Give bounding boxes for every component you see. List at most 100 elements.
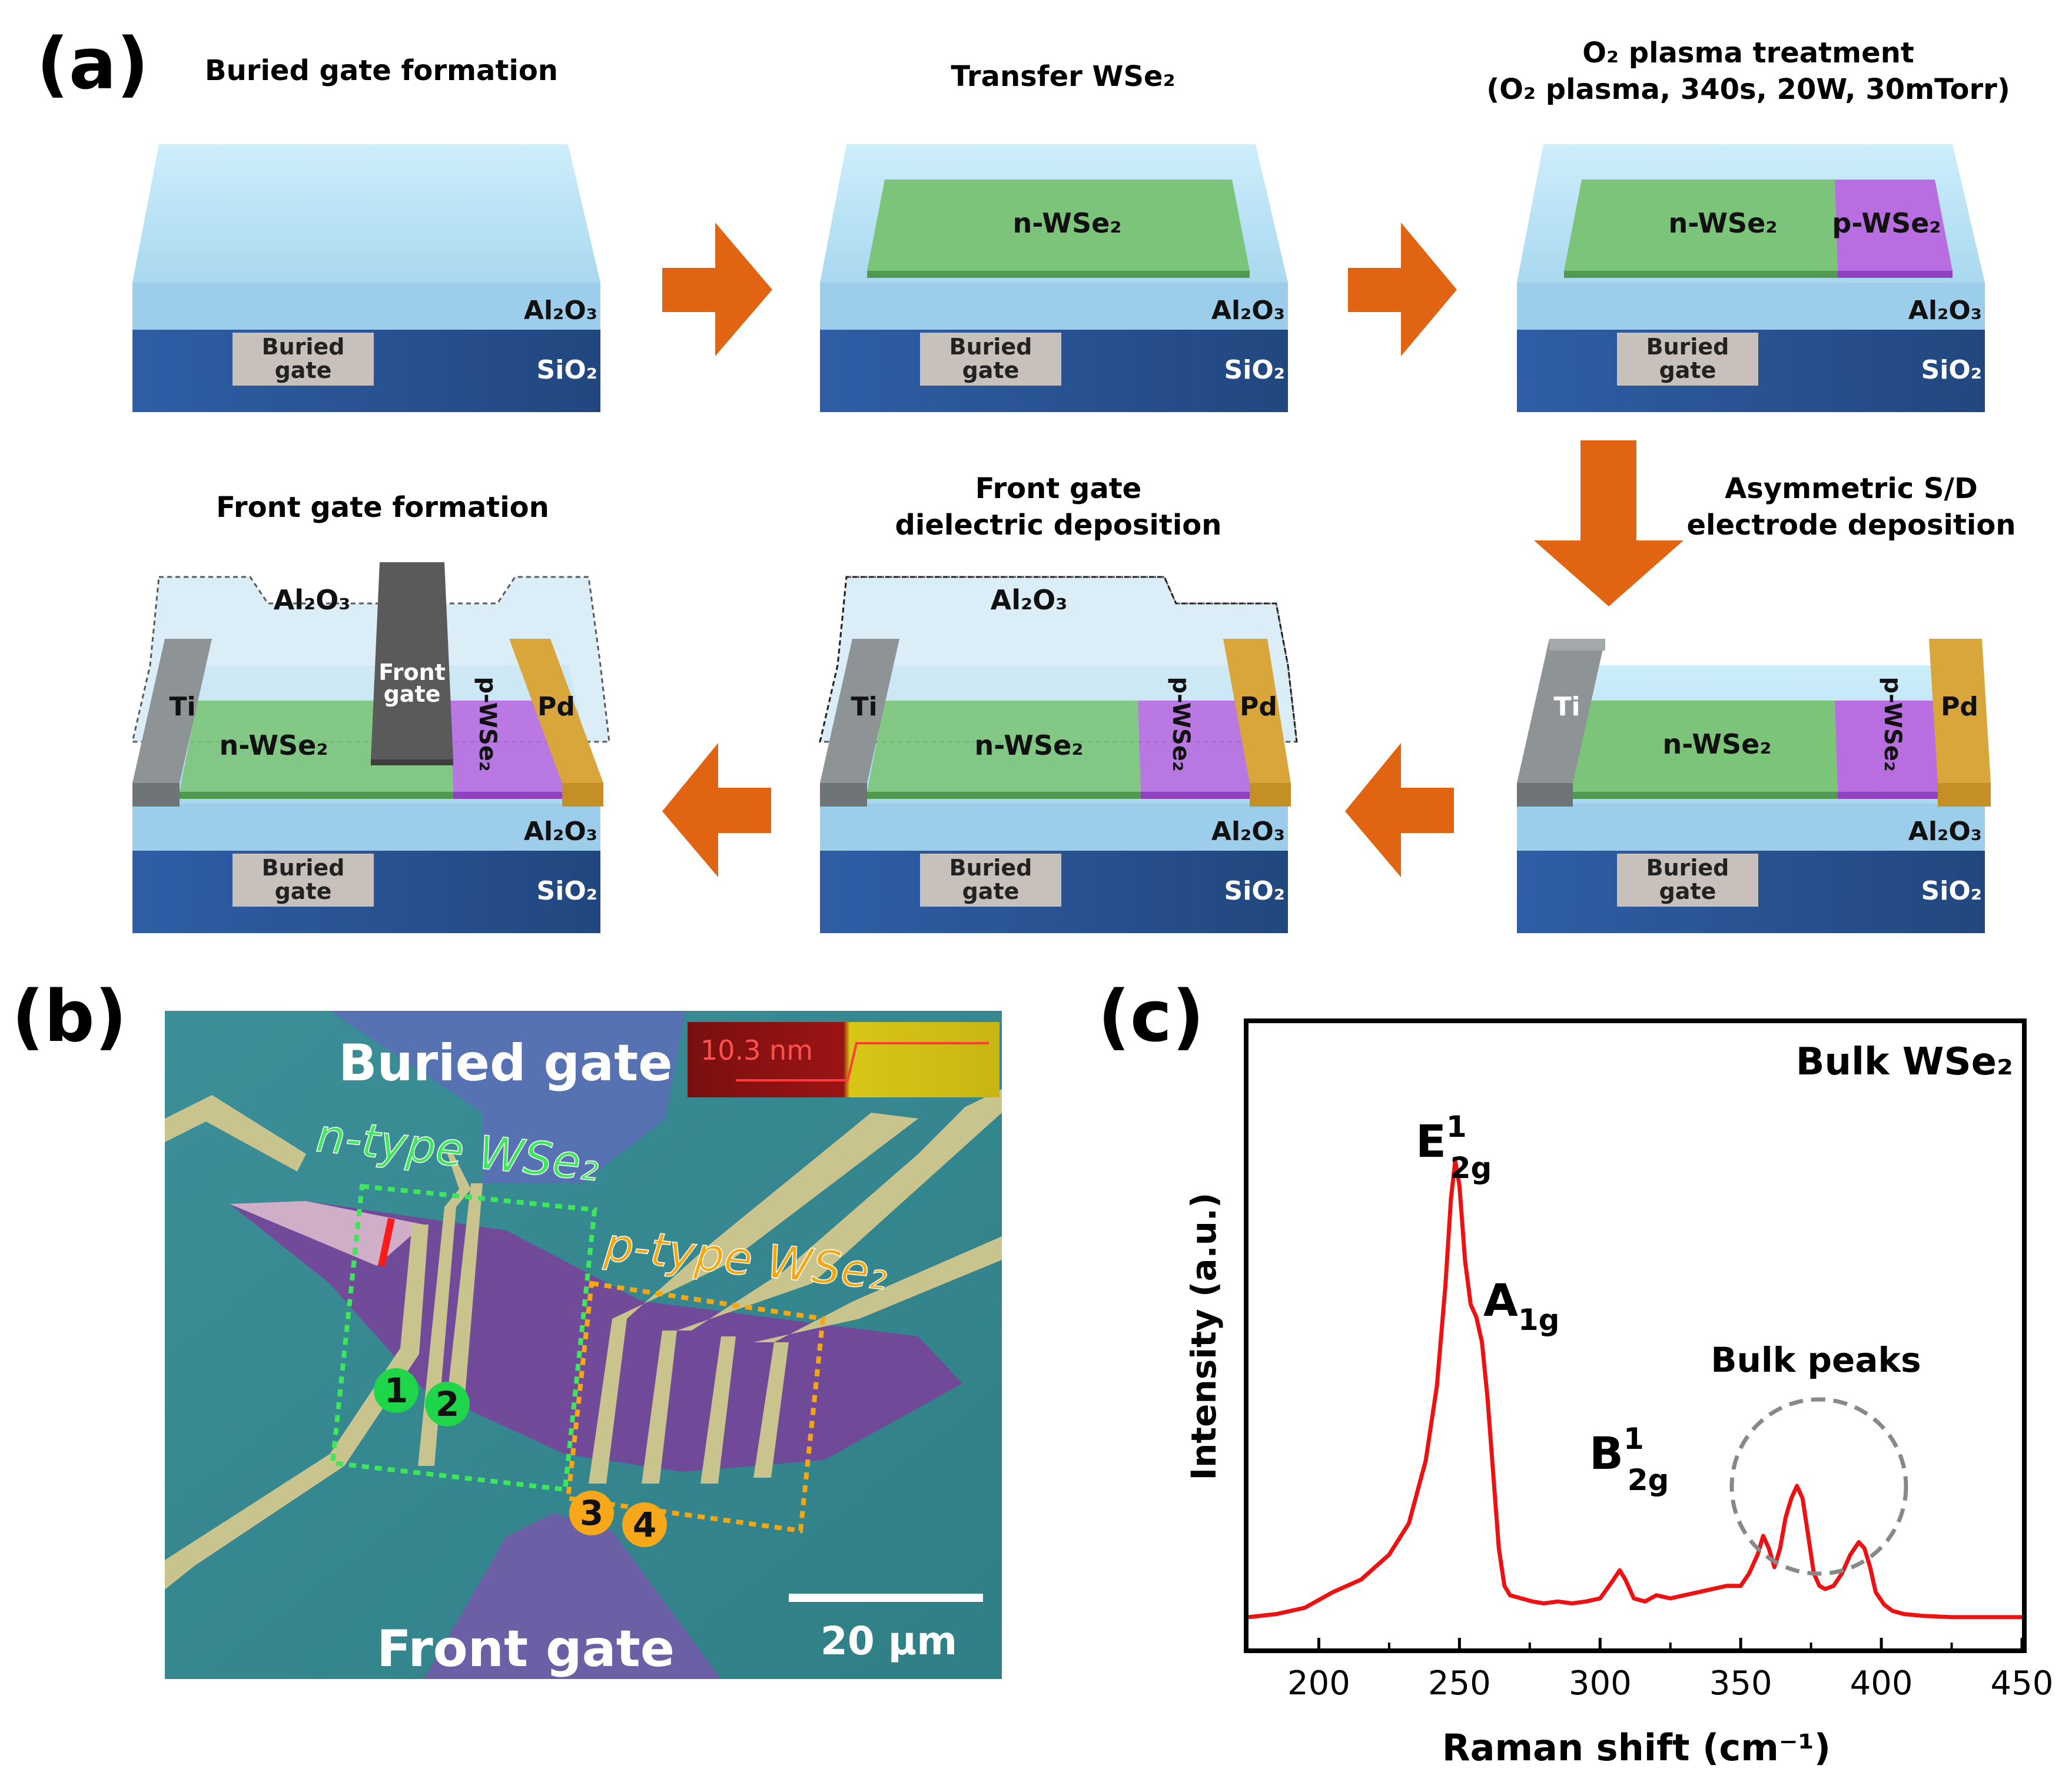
step3-title-2: (O₂ plasma, 340s, 20W, 30mTorr) [1486,73,2010,106]
arrow-4-5 [1345,743,1454,877]
substrate-2: Buried gate Al₂O₃ SiO₂ n-WSe₂ [820,144,1288,412]
bulk-peaks-circle [1729,1397,1908,1576]
scale-bar-label: 20 μm [821,1618,957,1664]
bulk-peaks-label: Bulk peaks [1711,1340,1921,1380]
arrow-3-4 [1534,440,1684,606]
panel-b-label: (b) [12,976,127,1058]
al2o3-label-1: Al₂O₃ [524,296,597,326]
contact-4 [622,1502,667,1547]
pd-label-5: Pd [1240,692,1277,722]
panel-a-label: (a) [36,24,149,105]
step3-title-1: O₂ plasma treatment [1582,37,1914,69]
sio2-label-4: SiO₂ [1921,876,1982,906]
al2o3-label-4: Al₂O₃ [1908,817,1982,847]
contact-2-label: 2 [436,1384,459,1424]
step1-title: Buried gate formation [205,54,558,87]
buried-gate-label-5b: gate [962,878,1020,904]
buried-gate-label-4b: gate [1659,878,1716,904]
ti-label-5: Ti [851,692,877,722]
x-tick-label-1: 250 [1428,1664,1491,1703]
contact-2 [425,1382,470,1426]
n-wse2-label-2: n-WSe₂ [1013,207,1122,239]
x-tick-label-0: 200 [1287,1664,1350,1703]
sio2-label-1: SiO₂ [537,355,597,385]
al2o3-top-label-5: Al₂O₃ [991,584,1068,616]
sio2-label-3: SiO₂ [1921,355,1982,385]
p-wse2-label-6: p-WSe₂ [474,676,501,771]
e2g-label: E1 2g [1416,1110,1492,1185]
contact-1-label: 1 [384,1371,408,1411]
al2o3-label-5: Al₂O₃ [1211,817,1285,847]
buried-gate-label-2b: gate [962,357,1020,383]
sio2-label-5: SiO₂ [1224,876,1285,906]
raman-spectrum-line [1248,1159,2022,1620]
buried-gate-label-2a: Buried [949,334,1032,360]
sio2-label-2: SiO₂ [1224,355,1285,385]
chart-title: Bulk WSe₂ [1796,1040,2013,1084]
contact-3-label: 3 [580,1493,603,1533]
arrow-5-6 [662,743,771,877]
n-type-region-box [330,1183,597,1492]
ti-label-4: Ti [1553,692,1580,722]
panel-a: (a) Buried gate formation Transfer WSe₂ … [36,24,2016,933]
p-type-region-box [565,1280,826,1534]
buried-gate-label-1a: Buried [262,334,345,360]
substrate-1: Buried gate Al₂O₃ SiO₂ [132,144,600,412]
x-tick-label-2: 300 [1569,1664,1632,1703]
ti-label-6: Ti [169,692,195,722]
al2o3-top-label-6: Al₂O₃ [274,584,351,616]
n-wse2-label-4: n-WSe₂ [1663,728,1772,760]
contact-1 [374,1368,419,1413]
buried-gate-label-3a: Buried [1646,334,1729,360]
sio2-label-6: SiO₂ [537,876,597,906]
y-axis-label: Intensity (a.u.) [1184,1193,1224,1481]
p-wse2-label-4: p-WSe₂ [1879,676,1906,771]
panel-b: (b) [12,976,1002,1679]
al2o3-label-3: Al₂O₃ [1908,296,1982,326]
p-wse2-label-5: p-WSe₂ [1167,676,1194,771]
substrate-3: Buried gate Al₂O₃ SiO₂ n-WSe₂ p-WSe₂ [1517,144,1985,412]
contact-3 [569,1491,614,1535]
pd-label-4: Pd [1941,692,1978,722]
front-gate-label-6a: Front [378,659,446,685]
al2o3-label-2: Al₂O₃ [1211,296,1285,326]
buried-gate-label-6b: gate [275,878,332,904]
front-gate-label-6b: gate [384,681,441,707]
step2-title: Transfer WSe₂ [951,60,1175,93]
x-axis-label: Raman shift (cm⁻¹) [1442,1726,1831,1769]
arrow-1-2 [662,223,772,356]
x-tick-label-4: 400 [1850,1664,1913,1703]
line-scan-marker [378,1217,395,1267]
panel-c: (c) Bulk WSe₂ Raman shift (cm⁻¹) Intensi… [1098,976,2053,1769]
x-tick-label-5: 450 [1991,1664,2054,1703]
al2o3-label-6: Al₂O₃ [524,817,597,847]
n-wse2-label-3: n-WSe₂ [1669,207,1778,239]
n-wse2-label-6: n-WSe₂ [220,729,328,761]
contact-4-label: 4 [633,1505,656,1545]
n-wse2-label-5: n-WSe₂ [975,729,1084,761]
a1g-label: A1g [1483,1274,1559,1337]
p-wse2-label-3: p-WSe₂ [1832,207,1941,239]
step5-title-1: Front gate [975,472,1141,505]
x-ticks: 200 250 300 350 400 450 [1287,1638,2053,1703]
b2g-label: B1 2g [1589,1422,1669,1497]
arrow-2-3 [1348,223,1457,356]
buried-gate-label-1b: gate [275,357,332,383]
buried-gate-label-5a: Buried [949,855,1032,881]
substrate-6: Buried gate Al₂O₃ SiO₂ Al₂O₃ n-WSe₂ p-WS… [131,562,610,933]
thickness-label: 10.3 nm [700,1034,813,1066]
micrograph: 10.3 nm Buried gate Front gate n-type WS… [165,1011,1002,1679]
substrate-5: Buried gate Al₂O₃ SiO₂ Al₂O₃ n-WSe₂ p-WS… [819,576,1298,933]
pd-label-6: Pd [537,692,575,722]
front-gate-text: Front gate [377,1620,675,1678]
plot-frame [1244,1018,2027,1653]
panel-c-label: (c) [1098,976,1204,1058]
buried-gate-label-4a: Buried [1646,855,1729,881]
step4-title-2: electrode deposition [1686,509,2015,542]
buried-gate-text: Buried gate [338,1034,673,1093]
step4-title-1: Asymmetric S/D [1725,472,1978,505]
buried-gate-label-3b: gate [1659,357,1716,383]
x-tick-label-3: 350 [1709,1664,1772,1703]
